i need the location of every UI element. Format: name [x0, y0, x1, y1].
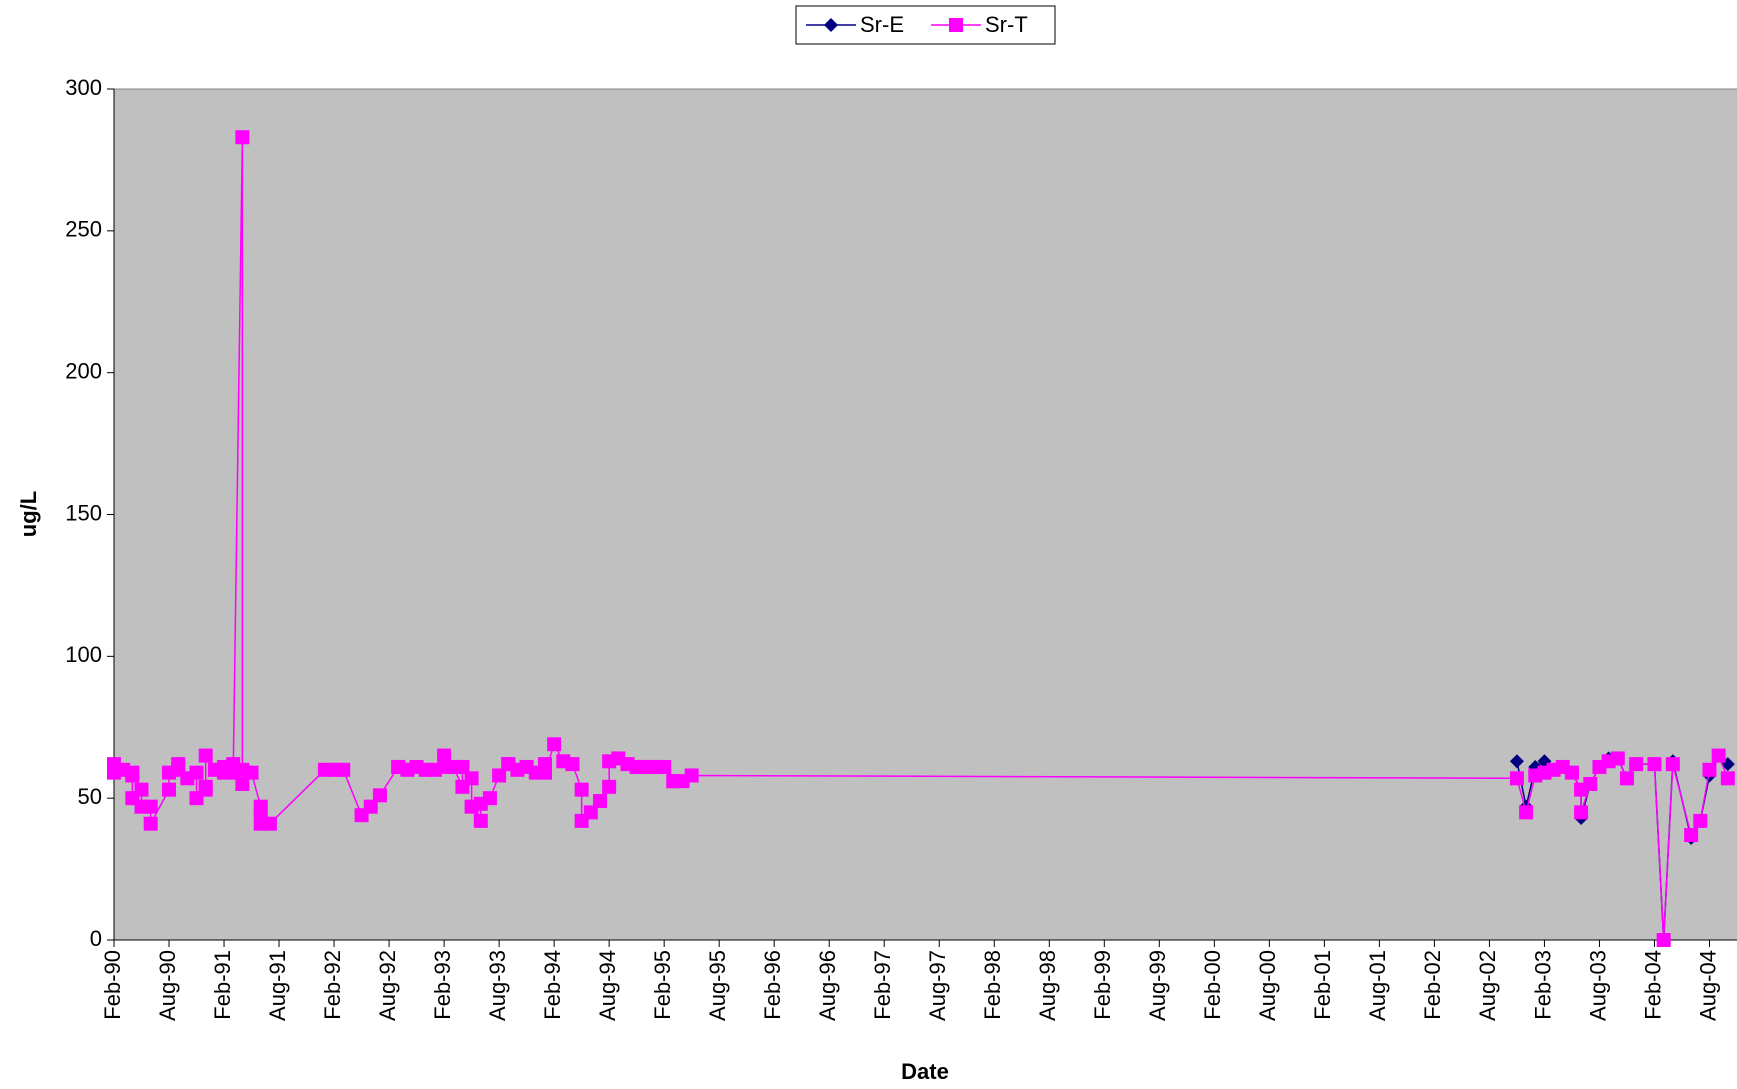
x-tick-label: Aug-93: [485, 950, 510, 1021]
data-point: [171, 757, 186, 772]
x-tick-label: Aug-97: [925, 950, 950, 1021]
x-tick-label: Feb-92: [320, 950, 345, 1020]
data-point: [1665, 757, 1680, 772]
data-point: [574, 782, 589, 797]
data-point: [235, 130, 250, 145]
data-point: [1564, 765, 1579, 780]
data-point: [1693, 813, 1708, 828]
data-point: [143, 816, 158, 831]
data-point: [1629, 757, 1644, 772]
x-tick-label: Feb-95: [650, 950, 675, 1020]
data-point: [492, 768, 507, 783]
y-axis-title: ug/L: [16, 491, 41, 537]
data-point: [134, 782, 149, 797]
data-point: [1619, 771, 1634, 786]
y-tick-label: 50: [78, 784, 102, 809]
x-tick-label: Aug-95: [705, 950, 730, 1021]
x-tick-label: Feb-94: [540, 950, 565, 1020]
x-tick-label: Aug-94: [595, 950, 620, 1021]
data-point: [684, 768, 699, 783]
data-point: [482, 791, 497, 806]
x-tick-label: Aug-02: [1475, 950, 1500, 1021]
data-point: [363, 799, 378, 814]
data-point: [583, 805, 598, 820]
x-tick-label: Aug-90: [155, 950, 180, 1021]
data-point: [189, 765, 204, 780]
x-tick-label: Aug-96: [815, 950, 840, 1021]
data-point: [244, 765, 259, 780]
data-point: [657, 759, 672, 774]
data-point: [143, 799, 158, 814]
data-point: [235, 776, 250, 791]
data-point: [162, 782, 177, 797]
data-point: [198, 782, 213, 797]
y-tick-label: 0: [90, 926, 102, 951]
x-tick-label: Feb-96: [760, 950, 785, 1020]
x-tick-label: Feb-04: [1640, 950, 1665, 1020]
x-tick-label: Feb-01: [1310, 950, 1335, 1020]
data-point: [1720, 771, 1735, 786]
data-point: [437, 748, 452, 763]
legend-marker: [824, 18, 838, 32]
x-tick-label: Feb-97: [870, 950, 895, 1020]
data-point: [1583, 776, 1598, 791]
x-tick-label: Feb-91: [210, 950, 235, 1020]
y-tick-label: 100: [65, 642, 102, 667]
x-tick-label: Aug-99: [1145, 950, 1170, 1021]
data-point: [1684, 828, 1699, 843]
x-tick-label: Feb-93: [430, 950, 455, 1020]
data-point: [253, 805, 268, 820]
data-point: [1656, 933, 1671, 947]
x-axis-title: Date: [901, 1059, 949, 1084]
x-tick-label: Feb-00: [1200, 950, 1225, 1020]
x-tick-label: Feb-98: [980, 950, 1005, 1020]
data-point: [547, 737, 562, 752]
y-tick-label: 200: [65, 358, 102, 383]
x-tick-label: Feb-99: [1090, 950, 1115, 1020]
legend-label: Sr-T: [985, 12, 1028, 37]
data-point: [1711, 748, 1726, 763]
y-tick-label: 250: [65, 217, 102, 242]
data-point: [464, 771, 479, 786]
x-tick-label: Feb-03: [1530, 950, 1555, 1020]
x-tick-label: Feb-90: [100, 950, 125, 1020]
data-point: [1702, 762, 1717, 777]
data-point: [262, 816, 277, 831]
legend-label: Sr-E: [860, 12, 904, 37]
x-tick-label: Aug-01: [1365, 950, 1390, 1021]
data-point: [125, 765, 140, 780]
y-tick-label: 300: [65, 75, 102, 100]
data-point: [565, 757, 580, 772]
legend-marker: [949, 18, 963, 32]
data-point: [1574, 805, 1589, 820]
data-point: [455, 759, 470, 774]
x-tick-label: Aug-91: [265, 950, 290, 1021]
x-tick-label: Aug-03: [1585, 950, 1610, 1021]
x-tick-label: Aug-98: [1035, 950, 1060, 1021]
data-point: [473, 813, 488, 828]
y-tick-label: 150: [65, 500, 102, 525]
x-tick-label: Aug-00: [1255, 950, 1280, 1021]
data-point: [1519, 805, 1534, 820]
x-tick-label: Feb-02: [1420, 950, 1445, 1020]
data-point: [336, 762, 351, 777]
data-point: [372, 788, 387, 803]
data-point: [602, 779, 617, 794]
data-point: [1509, 754, 1524, 769]
x-tick-label: Aug-92: [375, 950, 400, 1021]
data-point: [1509, 771, 1524, 786]
x-tick-label: Aug-04: [1695, 950, 1720, 1021]
data-point: [592, 794, 607, 809]
data-point: [537, 765, 552, 780]
data-point: [1647, 757, 1662, 772]
data-point: [198, 748, 213, 763]
data-point: [1610, 751, 1625, 766]
